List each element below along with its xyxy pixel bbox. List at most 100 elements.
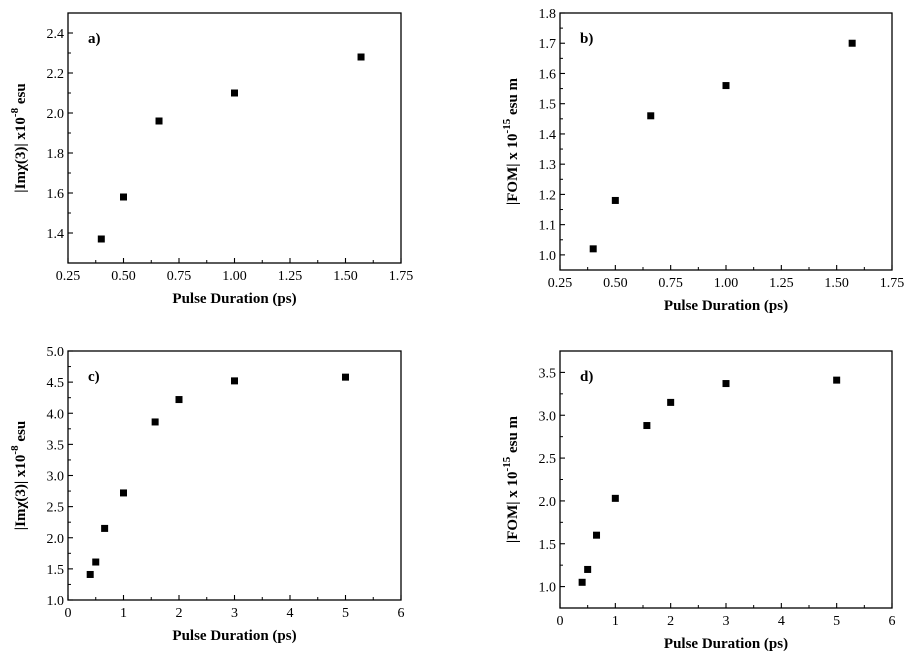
chart-a-y-tick-label: 2.0 <box>47 107 65 122</box>
chart-b-x-tick-label: 0.75 <box>658 276 683 291</box>
chart-c-y-axis-title: |Imχ(3)| x10-8 esu <box>9 421 29 530</box>
chart-c-data-point <box>151 418 159 426</box>
chart-d-x-tick-label: 3 <box>723 614 730 629</box>
chart-a-x-tick-label: 1.00 <box>222 269 247 284</box>
chart-d-y-tick-label: 3.0 <box>539 409 557 424</box>
chart-c-data-point <box>342 373 349 381</box>
chart-d-y-tick-label: 1.0 <box>539 581 557 596</box>
chart-b-x-tick-label: 1.00 <box>714 276 739 291</box>
chart-d-data-point <box>722 380 730 388</box>
chart-b-data-point <box>589 245 597 253</box>
chart-d-x-axis-title: Pulse Duration (ps) <box>664 636 788 652</box>
chart-d-y-tick-label: 2.5 <box>539 452 557 467</box>
chart-c-x-tick-label: 0 <box>65 606 72 621</box>
chart-d-data-point <box>584 565 592 573</box>
chart-d-x-tick-label: 5 <box>833 614 840 629</box>
chart-c-data-point <box>120 489 127 497</box>
chart-a-y-axis-title-exponent: -8 <box>9 107 21 117</box>
chart-c-data-point <box>101 524 109 532</box>
chart-c-y-tick-label: 3.5 <box>47 438 65 453</box>
chart-d-y-axis-title-unit: esu m <box>505 415 521 456</box>
chart-d-x-tick-label: 4 <box>778 614 785 629</box>
chart-a-x-tick-label: 0.25 <box>56 269 81 284</box>
chart-b-data-point <box>611 196 619 204</box>
chart-d-data-point <box>643 422 651 430</box>
chart-d-y-tick-label: 3.5 <box>539 366 557 381</box>
chart-c-y-tick-label: 2.0 <box>47 532 65 547</box>
chart-a-y-axis-title-main: |Imχ(3)| x10 <box>13 117 29 193</box>
chart-d-x-tick-label: 1 <box>612 614 619 629</box>
chart-c-x-tick-label: 3 <box>231 606 238 621</box>
chart-d-x-tick-label: 0 <box>557 614 564 629</box>
chart-b-data-point <box>848 39 856 47</box>
chart-d-data-point <box>578 578 586 586</box>
chart-c-data-point <box>175 396 183 404</box>
chart-a-x-axis-title: Pulse Duration (ps) <box>172 291 296 307</box>
chart-a-panel-label: a) <box>88 31 101 47</box>
chart-d-x-tick-label: 2 <box>667 614 674 629</box>
chart-a-data-point <box>97 235 105 243</box>
chart-d-y-tick-label: 1.5 <box>539 538 557 553</box>
chart-b-y-axis-title-exponent: -15 <box>501 118 513 133</box>
chart-b-y-tick-label: 1.0 <box>539 249 557 264</box>
chart-d-y-axis-title-exponent: -15 <box>501 456 513 471</box>
chart-c-y-tick-label: 4.0 <box>47 407 65 422</box>
chart-d-panel: 0 1 2 3 4 5 6 1.0 1.5 2.0 2.5 3.0 3.5 d) Pulse Duratio… <box>501 350 896 652</box>
chart-b-data-point <box>647 112 655 120</box>
chart-b-x-axis-title: Pulse Duration (ps) <box>664 298 788 314</box>
chart-c-x-tick-label: 2 <box>176 606 183 621</box>
chart-d-data-point <box>593 531 601 539</box>
chart-b-y-tick-label: 1.5 <box>539 98 557 113</box>
chart-a-data-point <box>120 193 127 201</box>
chart-a-y-tick-label: 1.4 <box>47 227 65 242</box>
chart-a-x-tick-label: 1.75 <box>389 269 414 284</box>
chart-b-y-tick-label: 1.2 <box>539 188 557 203</box>
chart-b-y-tick-label: 1.3 <box>539 158 557 173</box>
chart-d-data-point <box>667 398 675 406</box>
chart-c-y-tick-label: 5.0 <box>47 345 65 360</box>
chart-d-panel-label: d) <box>580 369 593 385</box>
chart-b-y-axis-title: |FOM| x 10-15 esu m <box>501 77 521 205</box>
chart-b-y-axis-title-main: |FOM| x 10 <box>505 133 521 205</box>
chart-c-data-point <box>231 377 238 385</box>
chart-c-y-axis-title-unit: esu <box>13 421 29 446</box>
chart-a-panel: 0.25 0.50 0.75 1.00 1.25 1.50 1.75 1.4 1.6 1.8 2.0… <box>9 12 414 307</box>
chart-a-x-tick-label: 0.50 <box>111 269 136 284</box>
chart-c-x-tick-label: 6 <box>398 606 405 621</box>
chart-a-data-point <box>155 117 163 125</box>
chart-a-data-point <box>231 89 238 97</box>
chart-c-x-axis-title: Pulse Duration (ps) <box>172 628 296 644</box>
chart-c-y-tick-label: 4.5 <box>47 376 65 391</box>
chart-d-data-point <box>833 376 841 384</box>
chart-c-y-tick-label: 2.5 <box>47 501 65 516</box>
chart-b-y-tick-label: 1.4 <box>539 128 557 143</box>
chart-c-y-tick-label: 1.5 <box>47 563 65 578</box>
chart-c-panel-label: c) <box>88 369 100 385</box>
chart-b-x-tick-label: 1.75 <box>880 276 905 291</box>
chart-a-y-axis-title-unit: esu <box>13 83 29 108</box>
chart-b-x-tick-label: 0.25 <box>548 276 573 291</box>
chart-d-x-tick-label: 6 <box>889 614 896 629</box>
chart-a-y-tick-label: 2.4 <box>47 27 65 42</box>
chart-a-x-tick-label: 1.25 <box>278 269 303 284</box>
chart-b-y-tick-label: 1.8 <box>539 7 557 22</box>
chart-b-x-tick-label: 1.25 <box>769 276 794 291</box>
chart-a-y-axis-title: |Imχ(3)| x10-8 esu <box>9 83 29 192</box>
chart-a-frame <box>67 12 402 264</box>
chart-c-x-tick-label: 4 <box>287 606 294 621</box>
chart-c-panel: 0 1 2 3 4 5 6 1.0 1.5 2.0 2.5 3.0 3.5 4.0 4.5 5.0 c) Puls… <box>9 345 405 644</box>
chart-d-y-axis-title-main: |FOM| x 10 <box>505 471 521 543</box>
chart-b-frame <box>559 12 893 271</box>
chart-b-panel-label: b) <box>580 31 593 47</box>
chart-b-panel: 0.25 0.50 0.75 1.00 1.25 1.50 1.75 1.0 1.1 1.2 1.3… <box>501 7 904 314</box>
chart-a-x-tick-label: 1.50 <box>333 269 358 284</box>
chart-d-data-point <box>611 494 619 502</box>
chart-a-data-point <box>357 53 365 61</box>
chart-b-y-tick-label: 1.6 <box>539 67 557 82</box>
chart-c-data-point <box>92 558 100 566</box>
chart-c-x-tick-label: 5 <box>342 606 349 621</box>
chart-b-y-tick-label: 1.7 <box>539 37 557 52</box>
chart-c-y-tick-label: 3.0 <box>47 470 65 485</box>
